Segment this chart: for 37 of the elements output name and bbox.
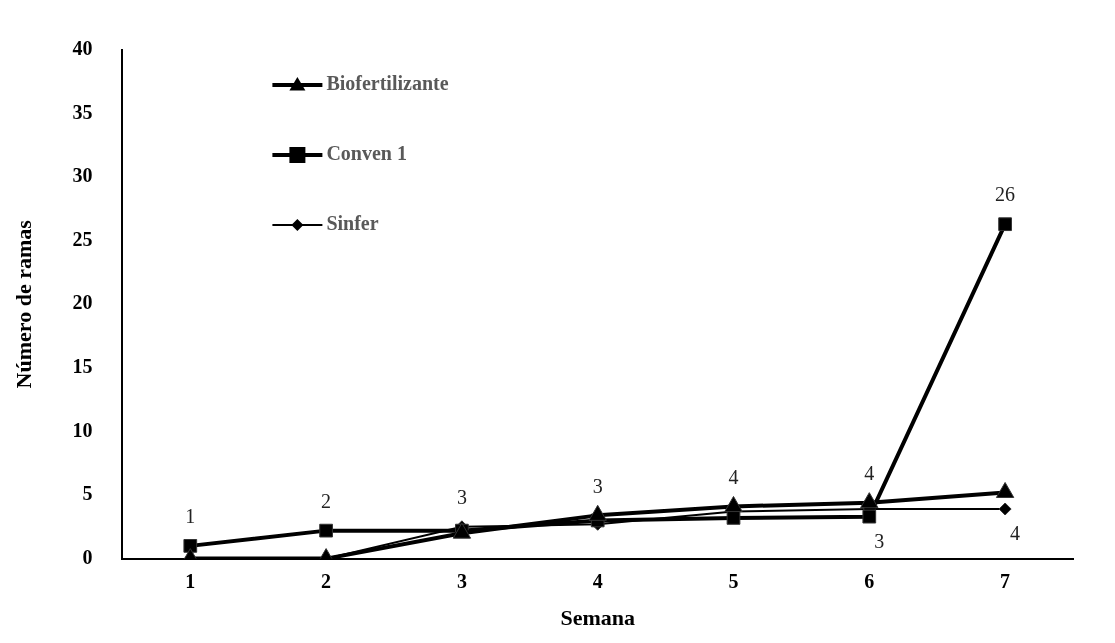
y-tick-label: 25 <box>72 227 93 250</box>
x-tick-label: 7 <box>1000 569 1011 592</box>
y-tick-label: 15 <box>72 355 93 378</box>
data-label: 4 <box>1010 522 1021 545</box>
point <box>319 523 333 538</box>
point <box>998 217 1012 232</box>
point <box>726 511 741 525</box>
point <box>860 492 879 509</box>
x-tick-label: 1 <box>185 569 196 592</box>
point <box>862 509 877 524</box>
y-tick-label: 20 <box>72 291 93 314</box>
x-tick-label: 3 <box>456 569 467 592</box>
data-label: 26 <box>995 183 1016 206</box>
data-label: 3 <box>874 529 885 552</box>
legend-label: Biofertilizante <box>326 72 449 95</box>
y-tick-label: 10 <box>72 418 93 441</box>
point <box>183 539 198 553</box>
x-tick-label: 4 <box>592 569 603 592</box>
y-tick-label: 5 <box>82 482 93 505</box>
x-tick-label: 5 <box>728 569 739 592</box>
x-tick-label: 2 <box>321 569 332 592</box>
data-label: 4 <box>728 465 739 488</box>
data-label: 2 <box>321 489 332 512</box>
y-tick-label: 35 <box>72 100 93 123</box>
x-tick-label: 6 <box>864 569 875 592</box>
data-label: 1 <box>185 505 196 528</box>
legend-label: Sinfer <box>326 212 379 235</box>
data-label: 3 <box>456 486 467 509</box>
data-label: 3 <box>592 474 603 497</box>
point <box>998 502 1012 516</box>
y-tick-label: 0 <box>82 545 93 568</box>
y-tick-label: 40 <box>72 37 93 60</box>
x-axis-title: Semana <box>560 605 635 631</box>
legend-label: Conven 1 <box>326 142 407 165</box>
y-axis-title: Número de ramas <box>10 219 36 389</box>
y-tick-label: 30 <box>72 164 93 187</box>
data-label: 4 <box>864 461 875 484</box>
